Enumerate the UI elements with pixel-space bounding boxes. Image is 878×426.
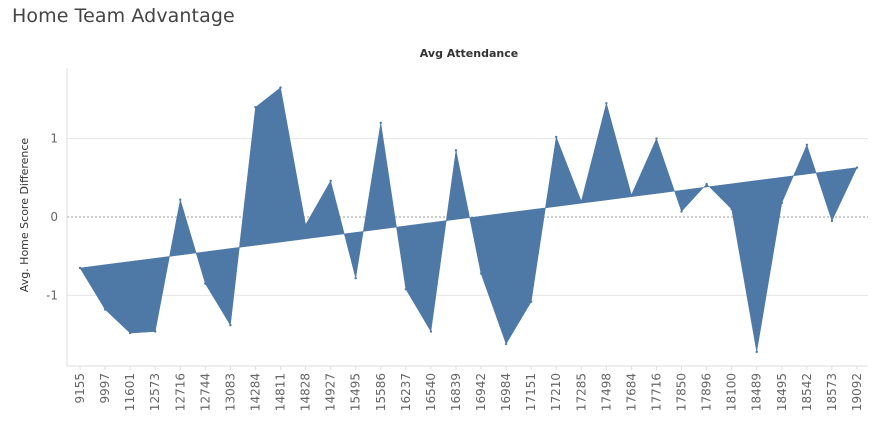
data-point	[304, 223, 307, 227]
data-point	[429, 330, 433, 333]
x-tick-label: 12573	[148, 373, 162, 411]
x-tick-label: 16942	[474, 373, 488, 411]
y-tick-label: 1	[50, 132, 58, 146]
x-tick-label: 17684	[624, 373, 638, 411]
data-point	[128, 331, 132, 335]
data-point	[204, 282, 207, 285]
data-point	[655, 137, 658, 140]
data-point	[404, 287, 408, 291]
data-point	[830, 219, 834, 223]
data-point	[504, 342, 508, 346]
x-tick-label: 9155	[73, 373, 87, 404]
x-tick-label: 14828	[299, 373, 313, 411]
y-axis-ticks: -1 0 1	[46, 132, 58, 303]
x-tick-label: 18100	[725, 373, 739, 411]
x-tick-label: 9997	[98, 373, 112, 404]
data-point	[354, 276, 357, 280]
data-point	[630, 193, 633, 197]
x-tick-label: 12716	[173, 373, 187, 411]
data-point	[605, 102, 608, 105]
x-tick-label: 14927	[324, 373, 338, 411]
dashboard-title: Home Team Advantage	[12, 5, 235, 27]
x-tick-label: 15495	[349, 373, 363, 411]
data-point	[78, 266, 82, 270]
data-point	[254, 106, 257, 109]
data-point	[329, 179, 332, 183]
data-point	[229, 324, 232, 327]
data-point	[705, 182, 708, 186]
x-tick-label: 17850	[675, 373, 689, 411]
x-tick-label: 16984	[499, 373, 513, 411]
data-point	[279, 86, 282, 89]
x-tick-label: 17210	[549, 373, 563, 411]
data-point	[555, 135, 558, 139]
data-point	[580, 200, 583, 203]
x-tick-label: 16237	[399, 373, 413, 411]
axes	[66, 68, 868, 367]
x-tick-label: 15586	[374, 373, 388, 411]
x-tick-label: 12744	[198, 373, 212, 411]
data-point	[179, 198, 182, 201]
x-tick-label: 19092	[850, 373, 864, 411]
x-tick-label: 14811	[274, 373, 288, 411]
data-point	[755, 350, 758, 354]
data-point	[780, 201, 784, 205]
x-tick-label: 18489	[750, 373, 764, 411]
data-point	[529, 300, 533, 303]
chart-title: Avg Attendance	[420, 47, 518, 60]
x-tick-label: 18573	[825, 373, 839, 411]
x-tick-label: 14284	[249, 373, 263, 411]
x-tick-label: 17896	[700, 373, 714, 411]
y-tick-label: -1	[46, 288, 58, 302]
x-tick-label: 17285	[574, 373, 588, 411]
x-tick-label: 18542	[800, 373, 814, 411]
data-point	[454, 149, 458, 152]
x-tick-label: 17716	[650, 373, 664, 411]
y-axis-title: Avg. Home Score Difference	[18, 138, 31, 293]
data-point	[855, 166, 859, 169]
data-point	[730, 207, 733, 211]
x-tick-label: 17498	[599, 373, 613, 411]
x-tick-label: 17151	[524, 373, 538, 411]
data-point	[103, 308, 107, 311]
data-point	[805, 143, 809, 147]
area-fill	[79, 87, 858, 353]
x-axis-ticks: 9155 9997 11601 12573 12716 12744 13083 14284 14…	[73, 366, 864, 411]
x-tick-label: 18495	[775, 373, 789, 411]
x-tick-label: 16540	[424, 373, 438, 411]
y-tick-label: 0	[50, 210, 58, 224]
x-tick-label: 13083	[223, 373, 237, 411]
data-point	[680, 210, 683, 213]
data-point	[479, 272, 483, 275]
x-tick-label: 16839	[449, 373, 463, 411]
data-point	[153, 330, 157, 333]
x-tick-label: 11601	[123, 373, 137, 411]
area-series	[78, 86, 859, 354]
data-point	[379, 121, 382, 125]
